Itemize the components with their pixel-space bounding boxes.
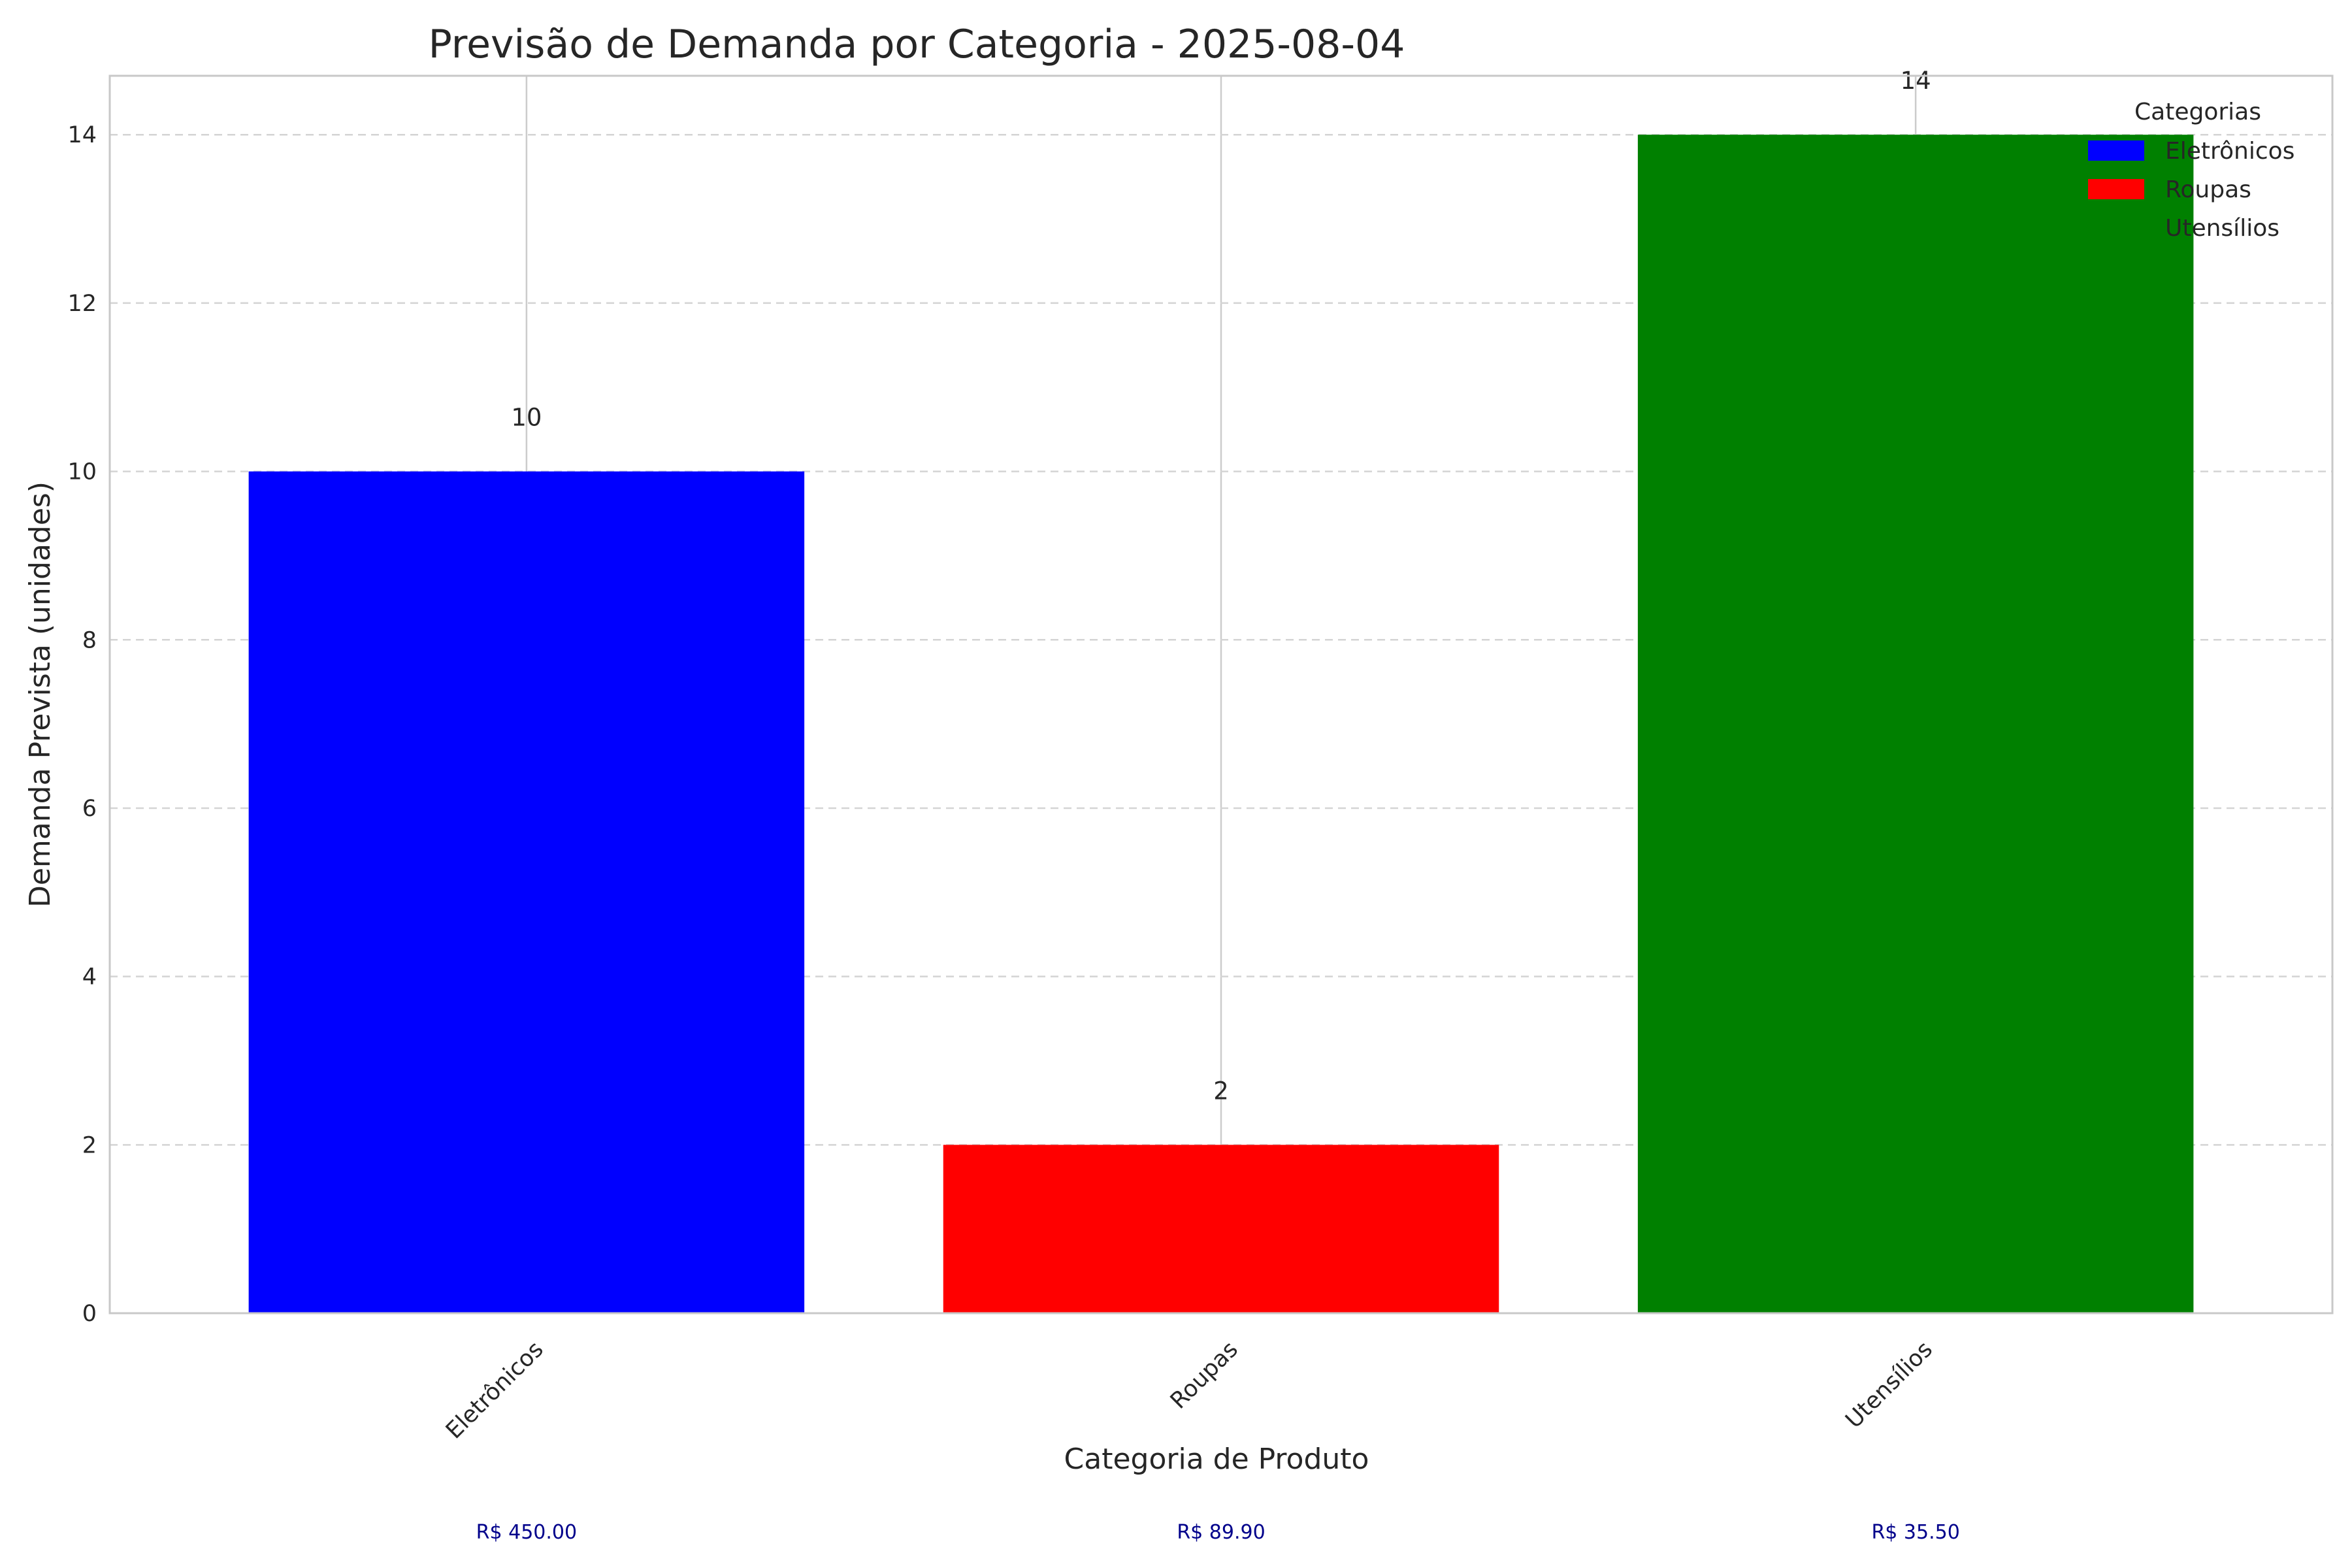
price-label: R$ 450.00 bbox=[476, 1521, 577, 1544]
y-tick-label: 2 bbox=[82, 1132, 97, 1158]
bar-value-label: 14 bbox=[1901, 67, 1931, 95]
y-tick-label: 4 bbox=[82, 964, 97, 990]
y-axis-label: Demanda Prevista (unidades) bbox=[24, 482, 57, 907]
legend-title: Categorias bbox=[2134, 99, 2261, 125]
y-tick-label: 0 bbox=[82, 1301, 97, 1327]
legend-swatch bbox=[2088, 140, 2144, 161]
chart-title: Previsão de Demanda por Categoria - 2025… bbox=[429, 22, 1405, 67]
bar-value-label: 10 bbox=[511, 404, 542, 432]
x-axis-label: Categoria de Produto bbox=[1064, 1443, 1369, 1476]
legend-entry-label: Utensílios bbox=[2165, 215, 2279, 242]
bar-3 bbox=[1637, 135, 2194, 1314]
legend-swatch bbox=[2088, 179, 2144, 199]
y-tick-label: 12 bbox=[67, 291, 97, 317]
price-labels: R$ 450.00 R$ 89.90 R$ 35.50 bbox=[476, 1521, 1960, 1544]
bar-2 bbox=[943, 1145, 1499, 1313]
price-label: R$ 35.50 bbox=[1871, 1521, 1959, 1544]
legend: Categorias Eletrônicos Roupas Utensílios bbox=[2088, 99, 2295, 242]
y-tick-label: 8 bbox=[82, 627, 97, 653]
legend-entry-label: Roupas bbox=[2165, 176, 2251, 203]
bar-value-label: 2 bbox=[1213, 1077, 1229, 1105]
y-tick-label: 10 bbox=[67, 459, 97, 485]
y-tick-label: 6 bbox=[82, 796, 97, 822]
bar-1 bbox=[248, 471, 805, 1313]
plot-frame bbox=[108, 74, 2334, 1315]
plot-area: 0 2 4 6 8 10 12 14 10 Eletrônicos 2 Roupas 14 Utensíl… bbox=[67, 67, 2334, 1444]
y-tick-label: 14 bbox=[67, 122, 97, 148]
legend-entry-label: Eletrônicos bbox=[2165, 138, 2295, 165]
price-label: R$ 89.90 bbox=[1177, 1521, 1265, 1544]
